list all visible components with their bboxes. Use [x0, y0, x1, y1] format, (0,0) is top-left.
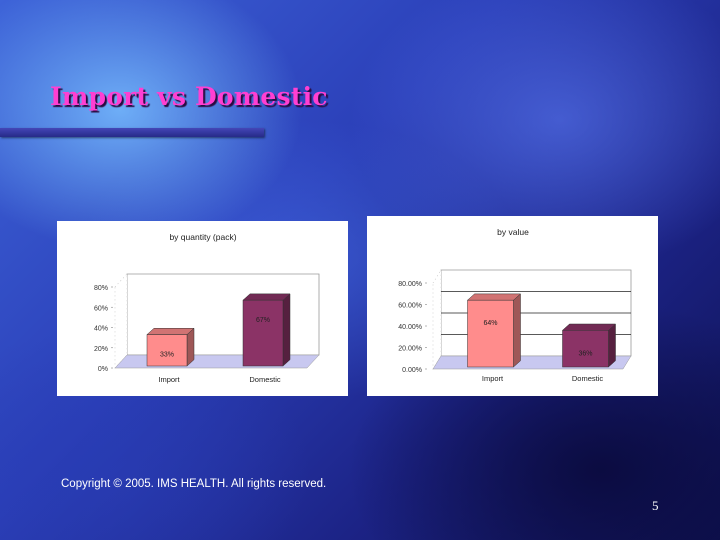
bar-import	[146, 334, 188, 367]
data-label: 64%	[483, 320, 497, 327]
chart-by-quantity-svg: by quantity (pack) 0% 20% 40% 60% 80% 33% Impor…	[94, 232, 320, 384]
y-tick-label: 0%	[98, 366, 108, 373]
category-label: Import	[482, 374, 504, 383]
y-tick-label: 20%	[94, 346, 108, 353]
y-tick-label: 40.00%	[398, 324, 422, 331]
y-tick-label: 80.00%	[398, 281, 422, 288]
chart-by-quantity: by quantity (pack) 0% 20% 40% 60% 80% 33% Impor…	[57, 221, 348, 396]
chart-by-value: by value 0.00% 20.00% 40.00% 60.00% 80.00% 64%…	[367, 216, 658, 396]
chart-title: by quantity (pack)	[169, 232, 236, 242]
bar-side-domestic	[282, 293, 291, 367]
page-number: 5	[652, 498, 659, 513]
data-label: 67%	[256, 317, 270, 324]
y-tick-label: 40%	[94, 326, 108, 333]
data-label: 33%	[160, 352, 174, 359]
copyright-notice: Copyright © 2005. IMS HEALTH. All rights…	[61, 478, 327, 490]
bar-side-import	[513, 293, 521, 368]
slide-title: Import vs Domestic	[50, 82, 328, 111]
bar-import	[467, 299, 514, 368]
title-underline	[0, 128, 264, 137]
category-label: Domestic	[249, 375, 281, 384]
y-tick-label: 80%	[94, 285, 108, 292]
category-label: Import	[158, 375, 180, 384]
chart-side-wall	[432, 268, 442, 371]
bar-top-import	[466, 293, 522, 301]
chart-title: by value	[497, 227, 529, 237]
chart-by-value-svg: by value 0.00% 20.00% 40.00% 60.00% 80.00% 64%…	[398, 227, 632, 383]
bar-top-domestic	[242, 293, 291, 301]
bar-domestic	[562, 330, 609, 368]
y-tick-label: 20.00%	[398, 346, 422, 353]
y-tick-label: 60%	[94, 305, 108, 312]
data-label: 36%	[578, 350, 592, 357]
chart-side-wall	[114, 273, 128, 369]
y-tick-label: 0.00%	[402, 367, 422, 374]
bar-domestic	[242, 299, 284, 367]
y-tick-label: 60.00%	[398, 303, 422, 310]
bar-side-domestic	[608, 323, 616, 368]
bar-top-domestic	[561, 323, 617, 331]
bar-top-import	[146, 328, 195, 335]
category-label: Domestic	[572, 374, 604, 383]
